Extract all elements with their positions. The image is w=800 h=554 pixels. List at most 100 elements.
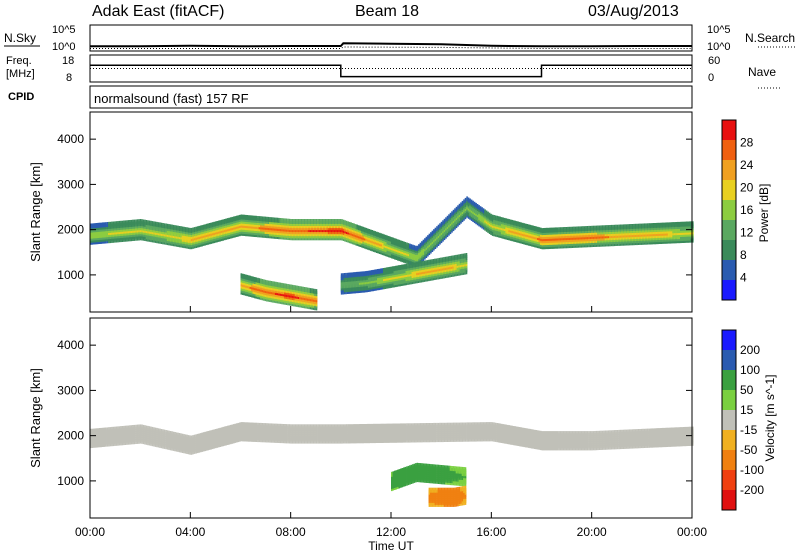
echo-cell bbox=[526, 224, 529, 229]
range-tick-label: 2000 bbox=[57, 223, 84, 237]
echo-cell bbox=[462, 253, 465, 259]
echo-cell bbox=[270, 217, 273, 223]
echo-cell bbox=[175, 225, 178, 231]
echo-cell bbox=[521, 222, 524, 228]
echo-cell bbox=[252, 215, 255, 221]
echo-cell bbox=[609, 225, 611, 230]
echo-cell bbox=[240, 273, 243, 279]
echo-cell bbox=[529, 224, 532, 230]
echo-cell bbox=[291, 284, 294, 290]
echo-cell bbox=[248, 275, 250, 281]
echo-cell bbox=[267, 216, 270, 222]
echo-cell bbox=[278, 282, 280, 288]
echo-cell bbox=[100, 222, 103, 228]
echo-cell bbox=[93, 428, 95, 434]
echo-cell bbox=[388, 236, 390, 241]
echo-cell bbox=[506, 218, 509, 224]
echo-cell bbox=[449, 256, 451, 261]
echo-cell bbox=[186, 227, 188, 233]
echo-cell bbox=[145, 220, 148, 225]
echo-cell bbox=[372, 230, 375, 236]
echo-cell bbox=[178, 226, 181, 231]
echo-cell bbox=[201, 225, 203, 231]
range-tick-label: 1000 bbox=[57, 268, 84, 282]
echo-cell bbox=[453, 255, 456, 261]
echo-cell bbox=[454, 208, 456, 214]
echo-cell bbox=[680, 221, 682, 227]
echo-cell bbox=[426, 260, 429, 266]
echo-cell bbox=[553, 227, 556, 233]
echo-cell bbox=[109, 427, 112, 433]
echo-cell bbox=[348, 221, 351, 227]
echo-cell bbox=[102, 427, 104, 433]
echo-cell bbox=[264, 279, 267, 285]
echo-cell bbox=[299, 219, 301, 224]
echo-cell bbox=[210, 222, 212, 228]
echo-cell bbox=[433, 229, 435, 235]
echo-cell bbox=[393, 266, 396, 272]
echo-cell bbox=[428, 233, 431, 239]
echo-cell bbox=[124, 220, 127, 226]
echo-cell bbox=[163, 223, 166, 229]
echo-cell bbox=[514, 220, 516, 226]
echo-cell bbox=[329, 219, 331, 224]
echo-cell bbox=[690, 221, 693, 227]
echo-cell bbox=[427, 235, 429, 241]
echo-cell bbox=[397, 239, 399, 245]
echo-cell bbox=[315, 289, 318, 295]
echo-cell bbox=[443, 218, 446, 224]
echo-cell bbox=[603, 225, 605, 231]
echo-cell bbox=[413, 245, 416, 251]
echo-cell bbox=[351, 223, 354, 228]
echo-cell bbox=[613, 224, 616, 230]
echo-cell bbox=[144, 219, 146, 225]
echo-cell bbox=[512, 220, 515, 226]
echo-cell bbox=[490, 213, 492, 219]
echo-cell bbox=[260, 278, 262, 284]
echo-cell bbox=[184, 227, 187, 233]
echo-cell bbox=[558, 227, 560, 233]
echo-cell bbox=[352, 272, 355, 278]
echo-cell bbox=[321, 219, 324, 224]
echo-cell bbox=[439, 223, 441, 229]
echo-cell bbox=[555, 227, 557, 233]
echo-cell bbox=[202, 224, 205, 230]
echo-cell bbox=[314, 288, 316, 294]
echo-cell bbox=[412, 244, 414, 250]
echo-cell bbox=[591, 225, 593, 231]
echo-cell bbox=[607, 225, 610, 231]
echo-cell bbox=[586, 226, 589, 231]
echo-cell bbox=[156, 221, 158, 227]
echo-cell bbox=[230, 217, 232, 223]
echo-cell bbox=[455, 254, 457, 260]
echo-cell bbox=[211, 222, 214, 228]
echo-cell bbox=[234, 216, 237, 222]
echo-cell bbox=[364, 271, 367, 277]
echo-cell bbox=[205, 223, 208, 229]
echo-cell bbox=[481, 207, 483, 213]
echo-cell bbox=[317, 219, 319, 224]
echo-cell bbox=[472, 200, 474, 206]
echo-cell bbox=[183, 226, 185, 232]
echo-cell bbox=[505, 218, 507, 224]
echo-cell bbox=[442, 220, 444, 226]
echo-cell bbox=[370, 270, 373, 276]
echo-cell bbox=[648, 223, 650, 229]
cpid-label: CPID bbox=[8, 91, 34, 103]
noise-right-tick-low: 10^0 bbox=[707, 41, 731, 53]
echo-cell bbox=[312, 288, 315, 294]
echo-cell bbox=[469, 198, 471, 204]
echo-cell bbox=[350, 222, 352, 228]
echo-cell bbox=[275, 281, 277, 287]
echo-cell bbox=[227, 218, 229, 224]
echo-cell bbox=[417, 261, 420, 267]
echo-cell bbox=[288, 284, 291, 290]
echo-cell bbox=[358, 271, 361, 277]
echo-cell bbox=[315, 219, 318, 224]
echo-cell bbox=[571, 226, 574, 232]
echo-cell bbox=[236, 215, 238, 221]
echo-cell bbox=[296, 285, 298, 291]
echo-cell bbox=[105, 222, 107, 228]
echo-cell bbox=[443, 257, 445, 263]
